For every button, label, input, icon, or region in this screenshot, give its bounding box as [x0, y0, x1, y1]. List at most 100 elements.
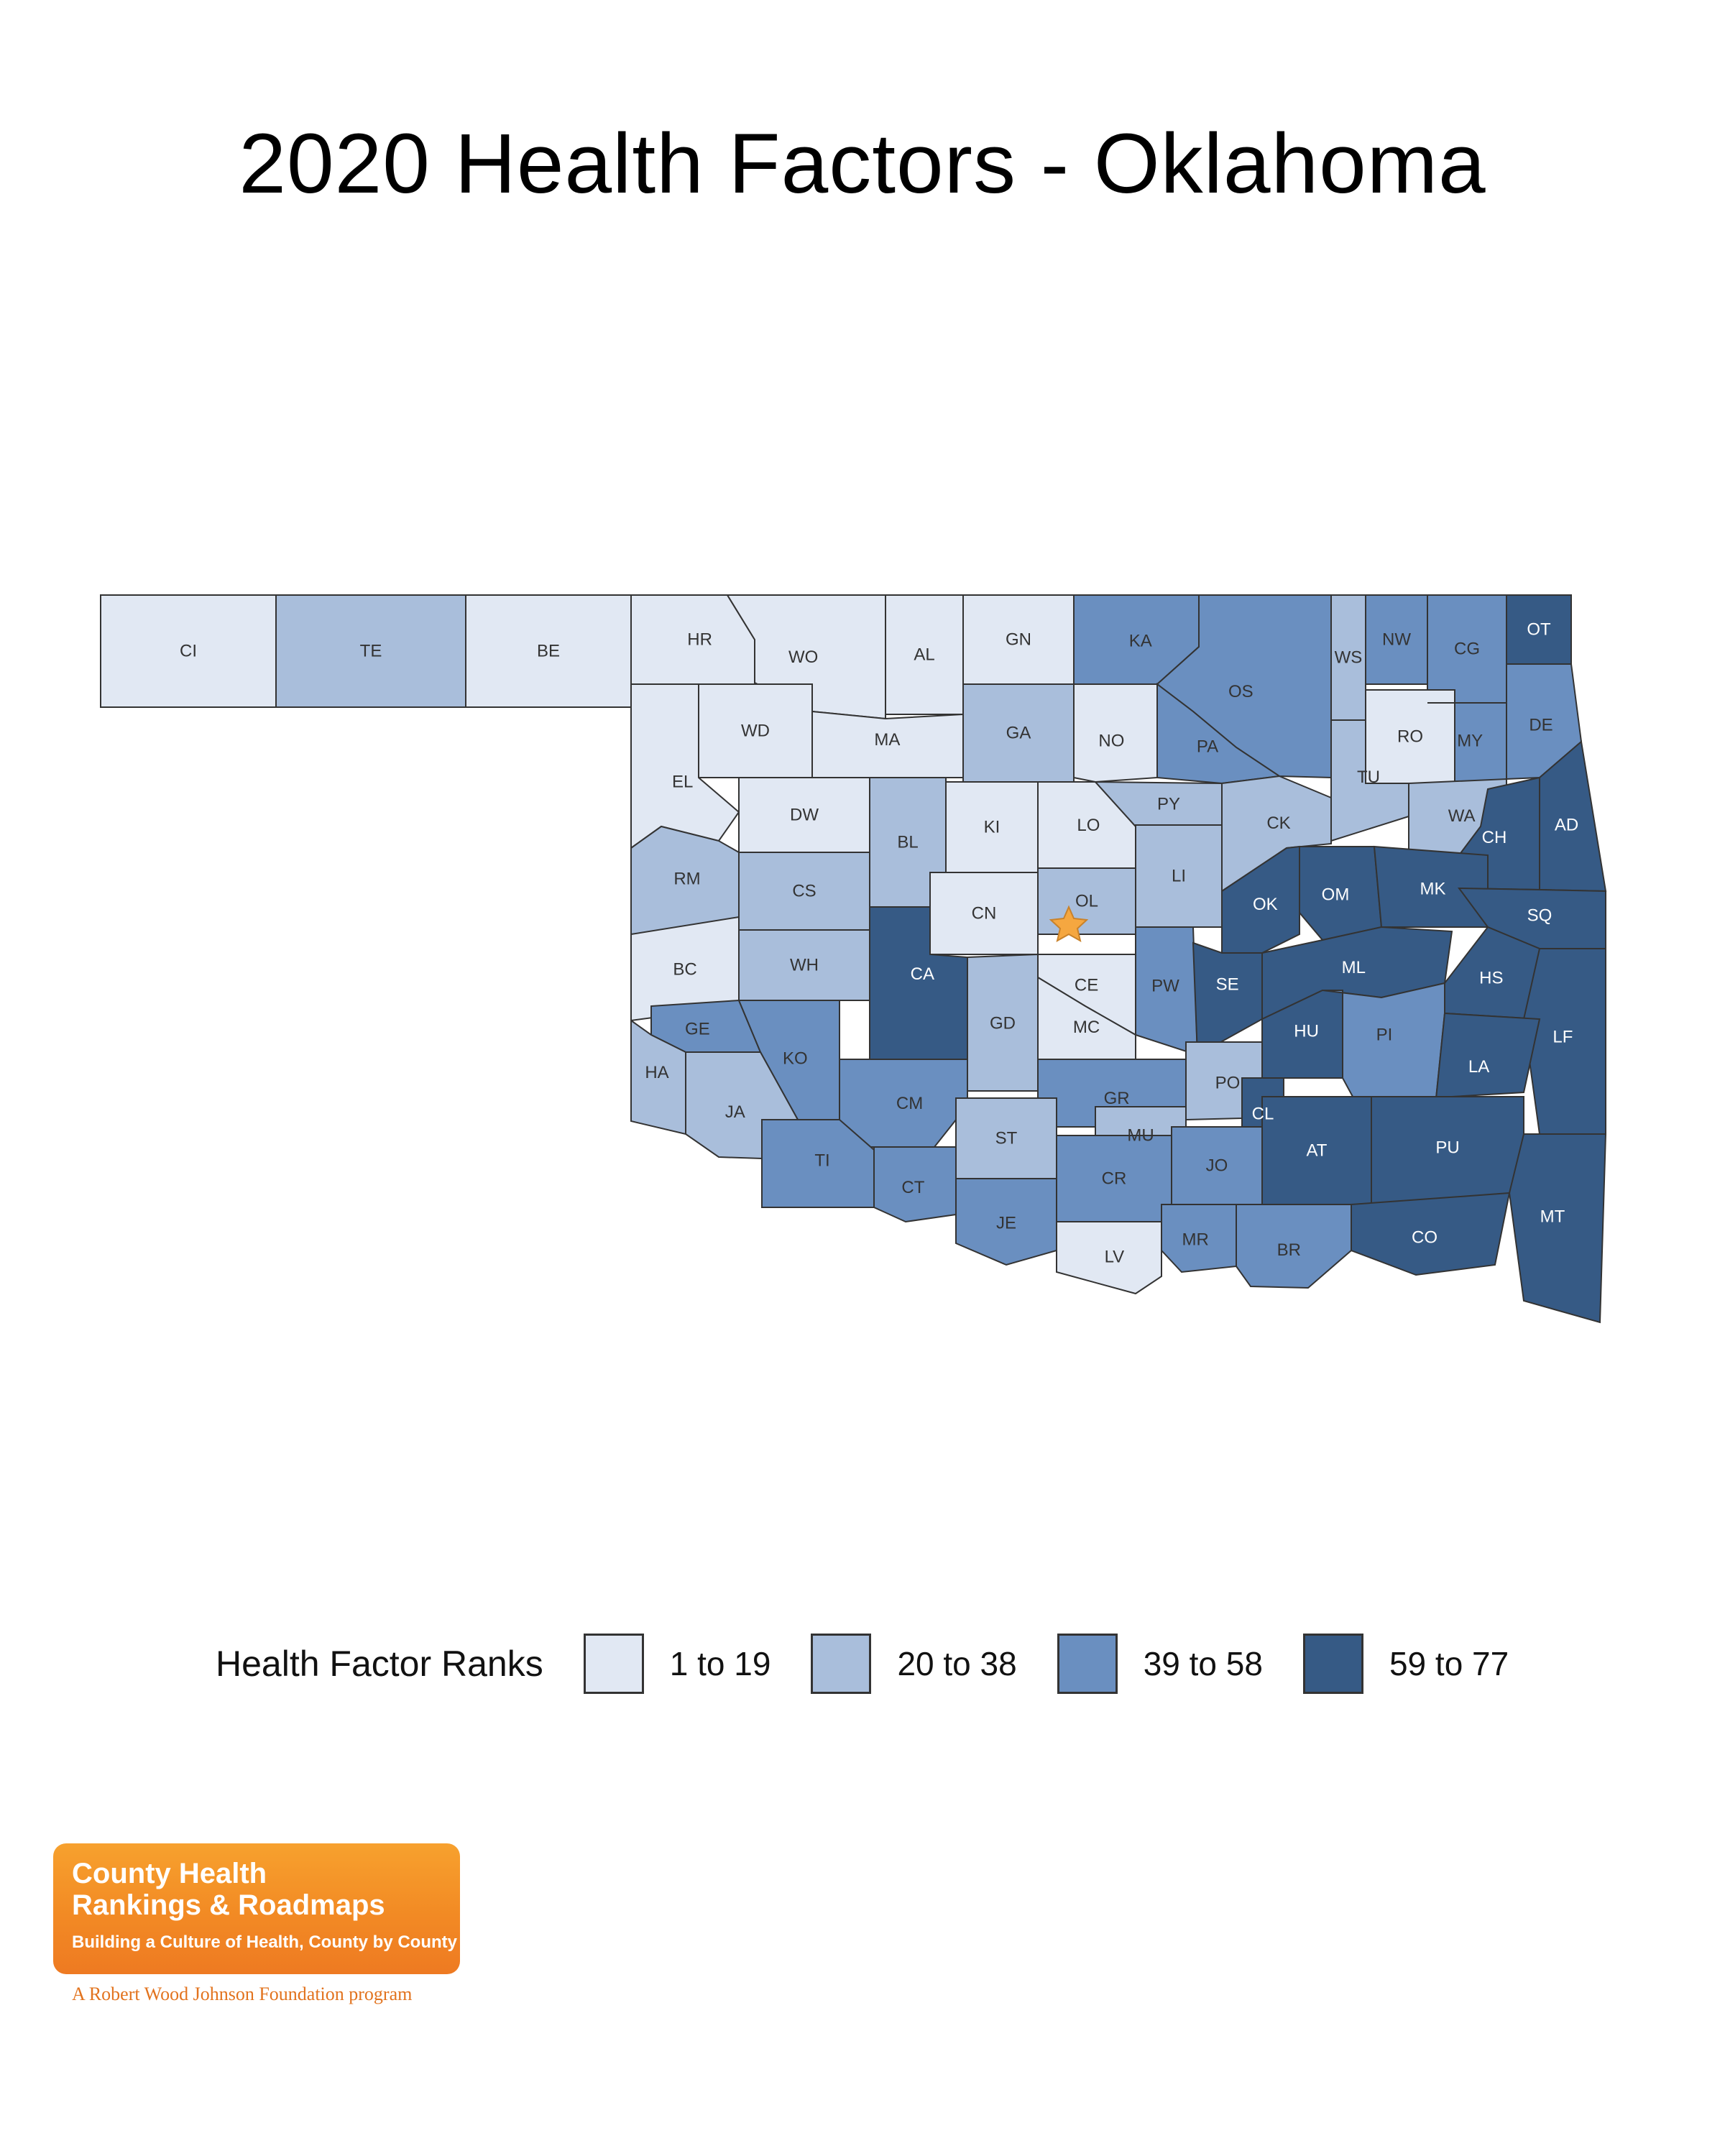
- county-mc: [1037, 976, 1136, 1060]
- county-label-al: AL: [914, 645, 934, 665]
- legend: Health Factor Ranks 1 to 19 20 to 38 39 …: [216, 1628, 1549, 1700]
- county-label-lv: LV: [1105, 1248, 1125, 1267]
- county-label-pa: PA: [1197, 737, 1218, 757]
- county-label-cr: CR: [1102, 1169, 1127, 1189]
- county-label-sq: SQ: [1527, 906, 1552, 926]
- county-label-ws: WS: [1335, 648, 1363, 668]
- county-ct: [873, 1146, 957, 1223]
- legend-swatch-1: [583, 1634, 644, 1694]
- county-se: [1192, 941, 1263, 1056]
- county-label-mu: MU: [1127, 1126, 1154, 1146]
- county-label-wa: WA: [1448, 806, 1476, 826]
- county-label-ro: RO: [1397, 727, 1423, 747]
- page-title: 2020 Health Factors - Oklahoma: [239, 116, 1486, 211]
- legend-label-2: 20 to 38: [897, 1645, 1017, 1682]
- county-label-os: OS: [1228, 682, 1254, 701]
- legend-swatch-2: [811, 1634, 872, 1694]
- county-label-gr: GR: [1104, 1089, 1130, 1108]
- county-label-pi: PI: [1376, 1025, 1393, 1044]
- legend-item: 1 to 19: [583, 1634, 790, 1694]
- county-label-bl: BL: [897, 833, 918, 852]
- county-label-tu: TU: [1357, 768, 1380, 787]
- county-label-mt: MT: [1540, 1207, 1565, 1227]
- county-label-ca: CA: [911, 964, 934, 984]
- county-label-at: AT: [1307, 1141, 1328, 1161]
- county-label-bc: BC: [673, 960, 696, 980]
- county-label-lo: LO: [1077, 816, 1100, 835]
- county-label-ct: CT: [901, 1178, 924, 1197]
- county-label-be: BE: [537, 642, 560, 661]
- legend-label-1: 1 to 19: [669, 1645, 771, 1682]
- county-label-te: TE: [360, 642, 382, 661]
- county-label-rm: RM: [673, 870, 700, 889]
- county-br: [1236, 1204, 1352, 1289]
- county-shapes: [100, 594, 1607, 1324]
- county-label-ck: CK: [1266, 814, 1290, 833]
- county-label-ok: OK: [1253, 895, 1278, 914]
- county-label-my: MY: [1457, 731, 1483, 750]
- legend-label-4: 59 to 77: [1389, 1645, 1509, 1682]
- legend-item: 20 to 38: [811, 1634, 1035, 1694]
- county-label-nw: NW: [1382, 630, 1411, 650]
- county-label-pw: PW: [1151, 977, 1179, 996]
- county-label-ko: KO: [783, 1049, 808, 1068]
- county-label-br: BR: [1277, 1240, 1301, 1260]
- county-label-gn: GN: [1006, 630, 1031, 650]
- county-label-cg: CG: [1454, 640, 1480, 659]
- county-label-cm: CM: [896, 1094, 923, 1113]
- legend-swatch-3: [1057, 1634, 1118, 1694]
- county-label-lf: LF: [1552, 1027, 1573, 1046]
- county-label-ga: GA: [1006, 724, 1031, 743]
- logo-line-1: County Health: [72, 1858, 267, 1889]
- county-label-li: LI: [1172, 867, 1186, 886]
- county-label-ot: OT: [1527, 620, 1551, 640]
- county-label-mc: MC: [1073, 1018, 1100, 1037]
- county-label-ti: TI: [814, 1151, 829, 1171]
- county-label-ol: OL: [1075, 892, 1098, 911]
- county-label-la: LA: [1468, 1057, 1489, 1077]
- county-je: [955, 1178, 1057, 1266]
- legend-title: Health Factor Ranks: [216, 1644, 543, 1684]
- county-label-se: SE: [1216, 975, 1239, 995]
- county-label-mr: MR: [1182, 1230, 1209, 1249]
- county-label-wd: WD: [741, 722, 770, 741]
- logo-subtitle: A Robert Wood Johnson Foundation program: [72, 1984, 413, 2004]
- county-label-co: CO: [1412, 1228, 1438, 1248]
- county-label-ce: CE: [1075, 976, 1098, 995]
- county-label-cs: CS: [792, 882, 816, 901]
- state-capital-star-icon: [1049, 905, 1089, 942]
- county-label-hu: HU: [1294, 1021, 1319, 1041]
- logo-tagline: Building a Culture of Health, County by …: [72, 1932, 457, 1952]
- county-label-hs: HS: [1479, 969, 1503, 988]
- county-label-cn: CN: [972, 904, 997, 923]
- county-label-ch: CH: [1482, 828, 1507, 847]
- county-label-om: OM: [1322, 885, 1350, 904]
- county-label-jo: JO: [1206, 1156, 1228, 1176]
- county-label-ki: KI: [984, 818, 1000, 837]
- county-label-je: JE: [996, 1214, 1016, 1233]
- county-label-ml: ML: [1342, 958, 1366, 977]
- county-label-gd: GD: [990, 1014, 1016, 1033]
- logo-line-2: Rankings & Roadmaps: [72, 1889, 385, 1921]
- county-label-mk: MK: [1420, 880, 1446, 899]
- county-label-pu: PU: [1435, 1138, 1459, 1158]
- legend-item: 59 to 77: [1302, 1634, 1527, 1694]
- county-label-wh: WH: [790, 956, 819, 975]
- county-label-ma: MA: [874, 730, 900, 750]
- county-no: [1073, 683, 1158, 783]
- county-label-el: EL: [672, 773, 693, 792]
- county-label-ja: JA: [725, 1102, 745, 1122]
- county-label-ge: GE: [685, 1020, 710, 1039]
- county-label-po: PO: [1215, 1073, 1241, 1092]
- county-lv: [1056, 1221, 1162, 1295]
- county-label-py: PY: [1157, 795, 1180, 814]
- county-label-hr: HR: [687, 630, 712, 650]
- county-label-ha: HA: [645, 1063, 668, 1082]
- county-mt: [1508, 1133, 1607, 1324]
- legend-label-3: 39 to 58: [1143, 1645, 1263, 1682]
- county-label-ka: KA: [1129, 632, 1152, 651]
- county-label-no: NO: [1098, 732, 1124, 751]
- county-label-ad: AD: [1555, 816, 1578, 835]
- county-labels: CI TE BE HR WO AL GN KA OS WS NW CG OT WD MA GA NO PA RO MY…: [180, 620, 1578, 1267]
